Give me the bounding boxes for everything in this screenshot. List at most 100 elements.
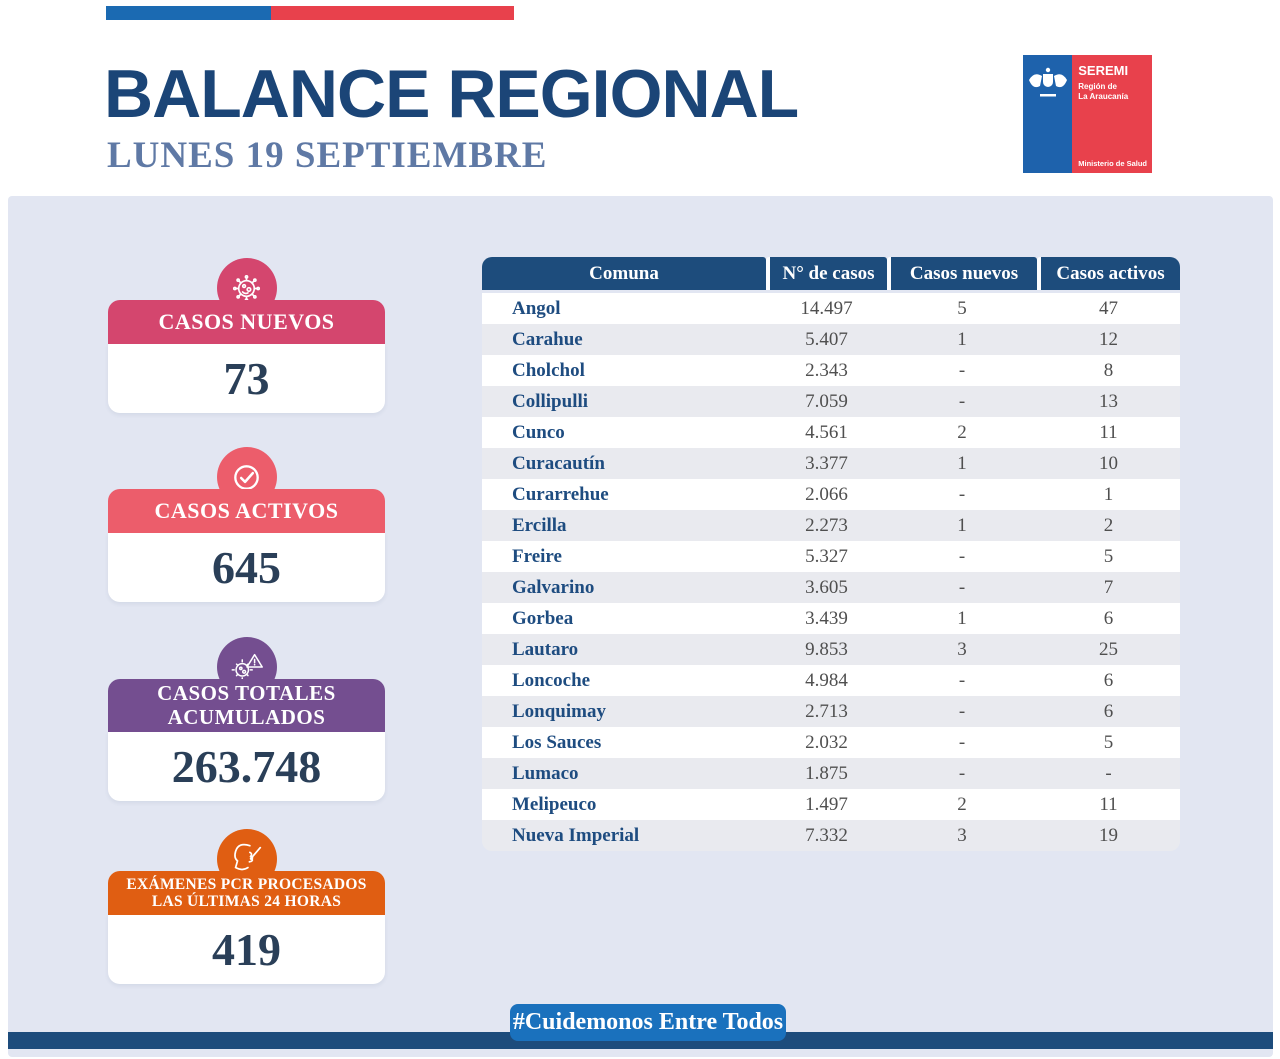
cell-n-de-casos: 7.059 <box>805 390 848 412</box>
stat-card-casos-activos: CASOS ACTIVOS 645 <box>108 447 385 602</box>
stat-card-header: CASOS TOTALES ACUMULADOS <box>108 679 385 733</box>
stat-card-examenes-pcr: EXÁMENES PCR PROCESADOS LAS ÚLTIMAS 24 H… <box>108 829 385 984</box>
table-row: Angol 14.497 5 47 <box>482 293 1180 324</box>
cell-n-de-casos: 9.853 <box>805 638 848 660</box>
comuna-table: Comuna N° de casos Casos nuevos Casos ac… <box>482 257 1180 851</box>
table-row: Curarrehue 2.066 - 1 <box>482 479 1180 510</box>
cell-n-de-casos: 2.066 <box>805 483 848 505</box>
cell-n-de-casos: 3.377 <box>805 452 848 474</box>
cell-casos-nuevos: - <box>958 576 966 598</box>
cell-n-de-casos: 1.497 <box>805 793 848 815</box>
stat-card-value: 645 <box>108 533 385 602</box>
cell-casos-activos: 2 <box>1103 514 1114 536</box>
page-title: BALANCE REGIONAL <box>104 56 799 132</box>
virus-alert-icon <box>231 653 263 681</box>
table-row: Galvarino 3.605 - 7 <box>482 572 1180 603</box>
cell-comuna: Galvarino <box>512 576 595 598</box>
cell-casos-activos: 6 <box>1103 700 1114 722</box>
cell-casos-nuevos: - <box>958 359 966 381</box>
cell-comuna: Collipulli <box>512 390 589 412</box>
table-row: Melipeuco 1.497 2 11 <box>482 789 1180 820</box>
cell-casos-nuevos: 1 <box>957 514 967 536</box>
cell-n-de-casos: 14.497 <box>800 297 853 319</box>
table-row: Carahue 5.407 1 12 <box>482 324 1180 355</box>
column-header-comuna: Comuna <box>482 257 766 290</box>
cell-comuna: Curarrehue <box>512 483 609 505</box>
logo-region-line2: La Araucanía <box>1078 91 1129 101</box>
table-row: Ercilla 2.273 1 2 <box>482 510 1180 541</box>
cell-n-de-casos: 7.332 <box>805 824 848 846</box>
cell-casos-activos: 7 <box>1103 576 1114 598</box>
stat-card-value: 419 <box>108 915 385 984</box>
table-row: Collipulli 7.059 - 13 <box>482 386 1180 417</box>
cell-comuna: Curacautín <box>512 452 605 474</box>
cell-casos-activos: 6 <box>1103 607 1114 629</box>
cell-casos-activos: 19 <box>1099 824 1118 846</box>
column-header-casos-nuevos: Casos nuevos <box>887 257 1037 290</box>
cell-n-de-casos: 2.273 <box>805 514 848 536</box>
cell-casos-activos: 5 <box>1103 731 1114 753</box>
stat-card-title-line: CASOS TOTALES <box>157 681 336 705</box>
cell-comuna: Angol <box>512 297 561 319</box>
cell-casos-activos: 25 <box>1099 638 1118 660</box>
cell-casos-activos: 10 <box>1099 452 1118 474</box>
cell-casos-nuevos: 3 <box>957 638 967 660</box>
cell-comuna: Gorbea <box>512 607 574 629</box>
cell-casos-activos: 12 <box>1099 328 1118 350</box>
cell-casos-activos: - <box>1105 762 1112 784</box>
cell-n-de-casos: 4.984 <box>805 669 848 691</box>
hashtag-button[interactable]: #Cuidemonos Entre Todos <box>510 1004 786 1041</box>
stat-card-title-line: LAS ÚLTIMAS 24 HORAS <box>151 893 342 910</box>
cell-casos-nuevos: 1 <box>957 328 967 350</box>
table-row: Nueva Imperial 7.332 3 19 <box>482 820 1180 851</box>
cell-comuna: Lumaco <box>512 762 579 784</box>
stat-card-title-line: EXÁMENES PCR PROCESADOS <box>126 875 367 893</box>
stat-card-header: CASOS ACTIVOS <box>108 489 385 533</box>
cell-n-de-casos: 4.561 <box>805 421 848 443</box>
chile-coat-of-arms-icon <box>1028 67 1067 97</box>
table-row: Cholchol 2.343 - 8 <box>482 355 1180 386</box>
cell-comuna: Lonquimay <box>512 700 606 722</box>
cell-comuna: Cunco <box>512 421 565 443</box>
content-panel: CASOS NUEVOS 73 CASOS ACTIVOS 645 <box>8 196 1273 1057</box>
stat-card-casos-nuevos: CASOS NUEVOS 73 <box>108 258 385 413</box>
cell-n-de-casos: 2.713 <box>805 700 848 722</box>
cell-casos-activos: 13 <box>1099 390 1118 412</box>
table-row: Lumaco 1.875 - - <box>482 758 1180 789</box>
cell-n-de-casos: 3.439 <box>805 607 848 629</box>
cell-n-de-casos: 2.032 <box>805 731 848 753</box>
stat-card-title-line: CASOS NUEVOS <box>158 308 335 334</box>
cell-casos-nuevos: - <box>958 390 966 412</box>
cell-comuna: Los Sauces <box>512 731 602 753</box>
stat-card-title-line: CASOS ACTIVOS <box>154 497 339 523</box>
cell-casos-activos: 11 <box>1099 793 1118 815</box>
stat-card-title-line: ACUMULADOS <box>167 704 326 729</box>
virus-icon <box>232 274 261 302</box>
column-header-casos-activos: Casos activos <box>1037 257 1180 290</box>
cell-casos-activos: 5 <box>1103 545 1114 567</box>
logo-ministry: Ministerio de Salud <box>1078 159 1147 168</box>
column-header-n-de-casos: N° de casos <box>766 257 887 290</box>
cell-casos-nuevos: - <box>958 669 966 691</box>
check-circle-icon <box>234 464 259 490</box>
cell-casos-nuevos: 1 <box>957 607 967 629</box>
cell-comuna: Loncoche <box>512 669 591 691</box>
table-rows: Angol 14.497 5 47 Carahue 5.407 1 12 Cho… <box>482 293 1180 851</box>
cell-n-de-casos: 3.605 <box>805 576 848 598</box>
cell-casos-activos: 6 <box>1103 669 1114 691</box>
cell-casos-activos: 11 <box>1099 421 1118 443</box>
table-row: Curacautín 3.377 1 10 <box>482 448 1180 479</box>
table-header-row: Comuna N° de casos Casos nuevos Casos ac… <box>482 257 1180 290</box>
table-row: Freire 5.327 - 5 <box>482 541 1180 572</box>
cell-comuna: Carahue <box>512 328 583 350</box>
cell-casos-nuevos: 1 <box>957 452 967 474</box>
logo-red-block: SEREMI Región de La Araucanía Ministerio… <box>1072 55 1152 173</box>
flag-bar <box>106 6 514 20</box>
cell-casos-nuevos: - <box>958 731 966 753</box>
ministry-logo: SEREMI Región de La Araucanía Ministerio… <box>1023 55 1152 173</box>
logo-blue-block <box>1023 55 1073 173</box>
pcr-swab-icon <box>233 843 261 871</box>
cell-comuna: Melipeuco <box>512 793 597 815</box>
table-row: Gorbea 3.439 1 6 <box>482 603 1180 634</box>
stat-card-value: 263.748 <box>108 732 385 802</box>
